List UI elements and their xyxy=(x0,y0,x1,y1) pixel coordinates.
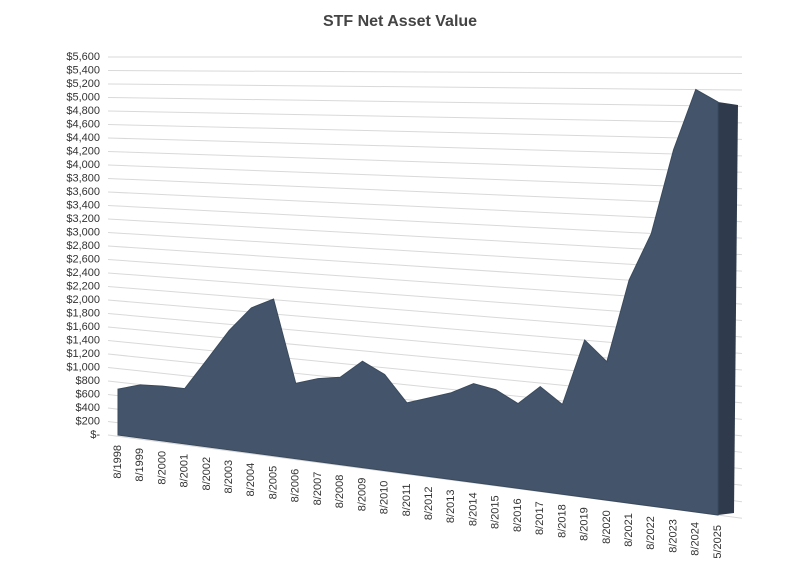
y-tick-label: $- xyxy=(90,429,100,441)
x-tick-label: 8/2020 xyxy=(601,510,613,544)
y-tick-label: $5,600 xyxy=(66,51,100,63)
x-tick-label: 8/2015 xyxy=(490,495,502,529)
y-tick-label: $3,200 xyxy=(66,213,100,225)
y-tick-label: $4,400 xyxy=(66,132,100,144)
area xyxy=(117,88,719,516)
y-tick-label: $2,800 xyxy=(66,240,100,252)
x-tick-label: 8/2016 xyxy=(512,498,524,532)
x-tick-label: 8/2002 xyxy=(201,457,213,491)
grid-line xyxy=(107,191,743,223)
y-tick-label: $1,600 xyxy=(66,321,100,333)
y-tick-label: $1,400 xyxy=(66,334,100,346)
x-tick-label: 8/2008 xyxy=(334,475,346,509)
grid-line xyxy=(107,97,743,107)
y-tick-label: $5,000 xyxy=(66,91,100,103)
y-tick-label: $2,200 xyxy=(66,280,100,292)
y-tick-label: $3,000 xyxy=(66,226,100,238)
grid-line xyxy=(107,178,743,206)
y-tick-label: $5,200 xyxy=(66,78,100,90)
x-tick-label: 5/2025 xyxy=(712,525,724,559)
x-tick-label: 8/1998 xyxy=(112,445,124,479)
x-tick-label: 8/2001 xyxy=(179,454,191,488)
x-tick-label: 8/2021 xyxy=(623,513,635,547)
y-tick-label: $3,600 xyxy=(66,186,100,198)
grid-line xyxy=(107,110,743,124)
y-tick-label: $200 xyxy=(76,415,100,427)
x-tick-label: 8/2017 xyxy=(534,501,546,535)
x-tick-label: 8/2000 xyxy=(156,451,168,485)
y-tick-label: $800 xyxy=(76,375,100,387)
y-tick-label: $3,400 xyxy=(66,199,100,211)
x-tick-label: 8/2007 xyxy=(312,472,324,506)
x-tick-label: 8/2014 xyxy=(467,492,479,526)
y-tick-label: $2,400 xyxy=(66,267,100,279)
x-tick-label: 8/2003 xyxy=(223,460,235,494)
x-tick-label: 8/2004 xyxy=(245,463,257,497)
x-tick-label: 8/2009 xyxy=(356,478,368,512)
y-tick-label: $5,400 xyxy=(66,64,100,76)
grid-line xyxy=(107,218,743,256)
chart-title: STF Net Asset Value xyxy=(323,13,477,30)
x-tick-label: 8/1999 xyxy=(134,448,146,482)
grid-line xyxy=(107,164,743,190)
x-tick-label: 8/2024 xyxy=(690,522,702,556)
x-tick-label: 8/2018 xyxy=(556,504,568,538)
y-tick-label: $600 xyxy=(76,388,100,400)
x-tick-label: 8/2013 xyxy=(445,489,457,523)
x-tick-label: 8/2011 xyxy=(401,484,413,517)
x-tick-label: 8/2019 xyxy=(579,507,591,541)
y-tick-label: $4,600 xyxy=(66,118,100,130)
x-tick-label: 8/2010 xyxy=(379,481,391,515)
x-tick-label: 8/2023 xyxy=(667,519,679,553)
y-tick-label: $2,000 xyxy=(66,294,100,306)
x-tick-label: 8/2005 xyxy=(267,466,279,500)
y-tick-label: $400 xyxy=(76,402,100,414)
y-tick-label: $1,200 xyxy=(66,348,100,360)
y-tick-label: $4,000 xyxy=(66,159,100,171)
y-tick-label: $3,800 xyxy=(66,172,100,184)
grid-line xyxy=(107,83,743,91)
y-tick-label: $1,800 xyxy=(66,307,100,319)
y-tick-label: $4,200 xyxy=(66,145,100,157)
x-tick-label: 8/2022 xyxy=(645,516,657,550)
area-side xyxy=(718,101,738,515)
y-tick-label: $2,600 xyxy=(66,253,100,265)
grid-line xyxy=(107,70,743,74)
x-tick-label: 8/2012 xyxy=(423,486,435,520)
grid-line xyxy=(107,205,743,239)
x-tick-label: 8/2006 xyxy=(290,469,302,503)
grid-line xyxy=(107,137,743,157)
y-tick-label: $1,000 xyxy=(66,361,100,373)
grid-line xyxy=(107,124,743,140)
y-tick-label: $4,800 xyxy=(66,105,100,117)
grid-line xyxy=(107,151,743,173)
